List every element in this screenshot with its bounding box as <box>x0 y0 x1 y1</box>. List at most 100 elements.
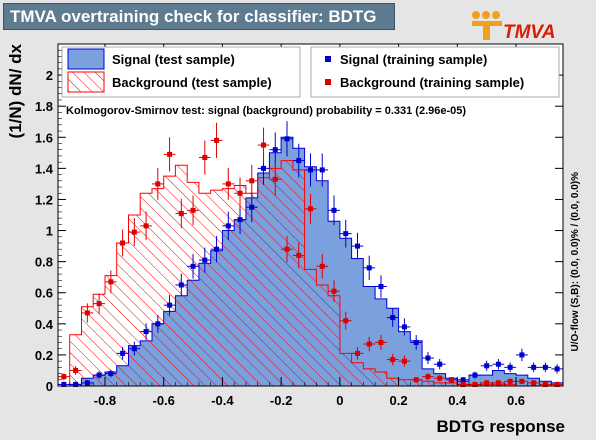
signal-train-point <box>328 195 340 226</box>
legend-swatch-background-test <box>67 71 105 93</box>
x-axis-label: BDTG response <box>437 417 565 436</box>
signal-train-point <box>551 364 563 374</box>
signal-train-point <box>516 348 528 362</box>
signal-train-point <box>398 318 411 336</box>
x-tick-label: 0.4 <box>448 393 467 408</box>
background-train-point <box>292 242 305 269</box>
y-axis: 0 0.2 0.4 0.6 0.8 1 1.2 1.4 1.6 1.8 2 <box>35 43 563 394</box>
signal-train-point <box>339 219 352 248</box>
legend-swatch-signal-test <box>67 48 105 70</box>
background-train-point <box>93 293 105 314</box>
x-tick-label: -0.2 <box>270 393 292 408</box>
x-tick-label: -0.8 <box>94 393 116 408</box>
signal-train-point <box>175 273 188 297</box>
legend-label-background-train: Background (training sample) <box>340 75 524 90</box>
signal-train-points <box>58 121 563 387</box>
y-tick-label: 1.4 <box>35 161 54 176</box>
background-train-point <box>175 198 188 229</box>
tmva-logo: TMVA <box>472 11 555 43</box>
signal-train-point <box>422 352 434 364</box>
background-train-point <box>58 373 70 381</box>
signal-train-point <box>504 362 517 373</box>
background-train-point <box>81 303 94 323</box>
background-train-point <box>351 346 364 360</box>
y-tick-label: 1.8 <box>35 99 53 114</box>
overflow-note: U/O-flow (S,B): (0.0, 0.0)% / (0.0, 0.0)… <box>570 172 581 352</box>
signal-train-point <box>69 381 82 387</box>
signal-train-point <box>245 192 258 223</box>
background-train-point <box>245 164 258 197</box>
signal-train-point <box>198 247 211 273</box>
signal-train-point <box>292 143 305 178</box>
signal-train-point <box>539 362 552 373</box>
signal-train-point <box>269 132 282 167</box>
background-train-point <box>398 355 411 367</box>
background-train-point <box>469 381 481 387</box>
background-train-point <box>328 280 340 303</box>
background-train-point <box>210 122 223 158</box>
background-train-point <box>422 373 434 381</box>
signal-train-point <box>316 153 329 187</box>
signal-train-point <box>210 236 223 263</box>
x-tick-label: 0.2 <box>390 393 408 408</box>
background-train-point <box>151 167 164 200</box>
signal-train-point <box>151 314 164 333</box>
background-train-point <box>304 193 317 224</box>
background-train-point <box>339 311 352 330</box>
y-tick-label: 1.6 <box>35 130 53 145</box>
signal-train-point <box>363 255 376 281</box>
signal-train-point <box>469 371 481 379</box>
x-tick-label: 0.6 <box>507 393 525 408</box>
ks-test-annotation: Kolmogorov-Smirnov test: signal (backgro… <box>66 105 466 117</box>
background-train-point <box>140 211 152 241</box>
y-tick-label: 0.2 <box>35 348 53 363</box>
background-train-point <box>445 376 458 383</box>
logo-text: TMVA <box>503 22 555 43</box>
background-train-point <box>480 380 493 386</box>
legend-label-background-test: Background (test sample) <box>112 75 272 90</box>
legend: Signal (test sample) Background (test sa… <box>61 46 560 98</box>
signal-train-point <box>433 359 446 370</box>
background-train-point <box>69 366 82 375</box>
background-train-point <box>504 378 517 385</box>
y-tick-label: 0.8 <box>35 255 53 270</box>
background-train-point <box>269 163 282 196</box>
background-train-point <box>492 380 505 386</box>
background-train-point <box>539 381 552 387</box>
background-train-point <box>198 140 211 175</box>
background-train-point <box>234 177 246 209</box>
signal-train-point <box>234 205 246 235</box>
signal-train-point <box>116 346 129 360</box>
background-train-point <box>281 236 293 263</box>
x-tick-label: -0.6 <box>152 393 174 408</box>
signal-train-point <box>480 360 493 371</box>
background-train-point <box>187 195 199 226</box>
background-train-point <box>128 218 141 247</box>
signal-train-point <box>386 308 399 327</box>
background-train-point <box>222 167 235 200</box>
background-train-point <box>551 381 563 387</box>
signal-train-point <box>128 341 141 356</box>
plot-title: TMVA overtraining check for classifier: … <box>3 3 395 30</box>
y-axis-label: (1/N) dN/ dx <box>6 43 25 138</box>
x-tick-label: 0 <box>336 393 343 408</box>
signal-train-point <box>163 295 176 316</box>
background-train-point <box>433 375 446 382</box>
background-train-point <box>363 336 376 352</box>
signal-train-point <box>93 371 105 379</box>
background-train-point <box>375 335 387 350</box>
signal-train-point <box>81 380 94 386</box>
signal-train-point <box>187 254 199 279</box>
signal-train-point <box>527 362 540 373</box>
background-train-point <box>457 381 470 387</box>
y-tick-label: 1 <box>46 224 53 239</box>
legend-marker-background-train <box>325 79 331 85</box>
signal-train-point <box>58 381 70 387</box>
signal-train-point <box>304 153 317 187</box>
histogram-layer <box>58 136 564 387</box>
signal-train-point <box>375 275 387 298</box>
legend-marker-signal-train <box>325 56 331 62</box>
legend-label-signal-test: Signal (test sample) <box>112 52 235 67</box>
signal-train-point <box>222 211 235 241</box>
